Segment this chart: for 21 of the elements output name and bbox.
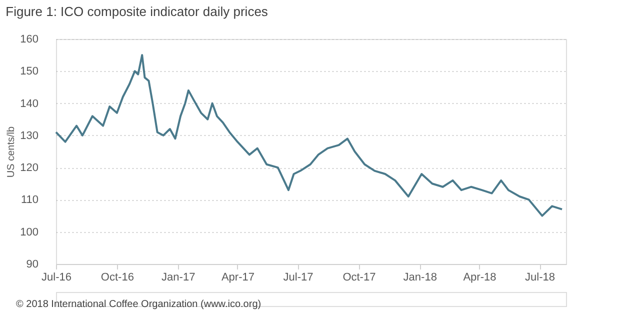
line-series xyxy=(55,54,564,217)
y-tick-label: 100 xyxy=(20,226,38,238)
chart-title: Figure 1: ICO composite indicator daily prices xyxy=(6,4,268,19)
x-tick-label: Oct-16 xyxy=(100,272,134,284)
x-tick-label: Jul-18 xyxy=(525,272,555,284)
y-tick-label: 120 xyxy=(20,162,38,174)
y-tick-label: 160 xyxy=(20,34,38,46)
text: © 2018 International Coffee Organization (www.ico.org) xyxy=(16,299,262,310)
x-tick-label: Oct-17 xyxy=(342,272,376,284)
x-tick-label: Jan-17 xyxy=(162,272,196,284)
x-tick-label: Jul-17 xyxy=(283,272,314,284)
y-axis-title: US cents/lb xyxy=(6,126,18,178)
y-tick-label: 150 xyxy=(20,66,38,78)
y-tick-label: 110 xyxy=(20,194,38,206)
y-tick-label: 140 xyxy=(20,98,38,110)
x-tick-label: Jan-18 xyxy=(403,272,437,284)
y-tick-label: 130 xyxy=(20,130,38,142)
y-tick-label: 90 xyxy=(26,258,38,270)
x-tick-label: Apr-18 xyxy=(463,272,496,284)
x-tick-label: Jul-16 xyxy=(42,272,72,284)
x-tick-label: Apr-17 xyxy=(221,272,254,284)
